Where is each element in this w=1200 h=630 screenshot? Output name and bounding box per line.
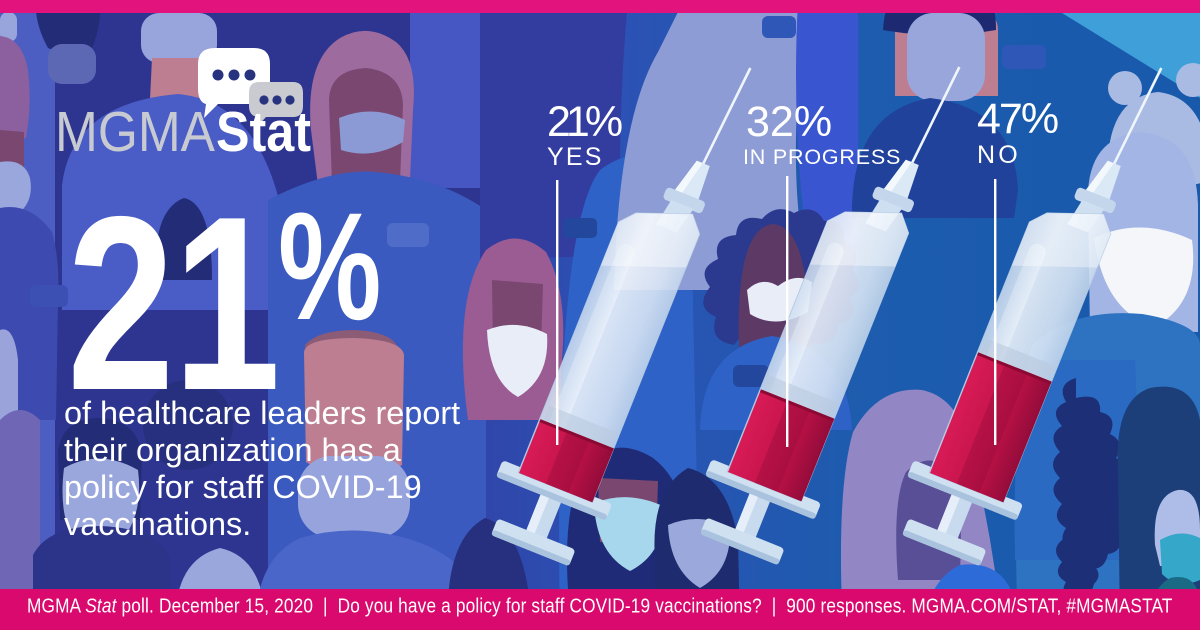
svg-text:MGMA: MGMA — [55, 100, 215, 164]
svg-text:Stat: Stat — [216, 100, 311, 164]
